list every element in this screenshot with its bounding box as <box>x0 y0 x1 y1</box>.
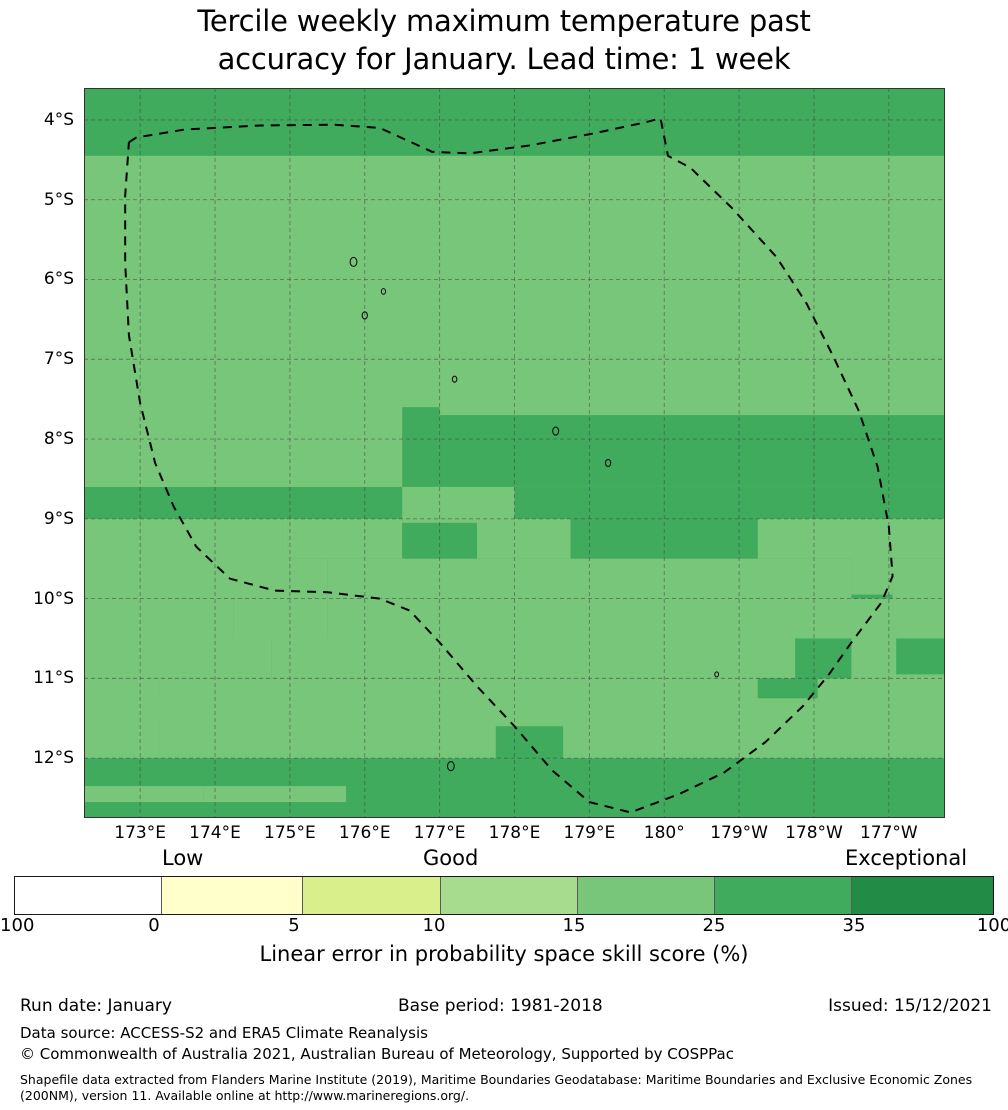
colorbar-tick-label: 15 <box>562 915 586 936</box>
footer-metadata: Run date: January Base period: 1981-2018… <box>0 996 1008 1110</box>
run-date-text: Run date: January <box>20 996 172 1016</box>
issued-date-text: Issued: 15/12/2021 <box>828 996 992 1016</box>
data-source-text: Data source: ACCESS-S2 and ERA5 Climate … <box>20 1024 428 1042</box>
colorbar-segment <box>441 877 579 914</box>
heatmap-cell <box>140 518 283 559</box>
heatmap-cell <box>84 638 216 679</box>
heatmap-cell <box>84 786 141 803</box>
shapefile-attribution-text: Shapefile data extracted from Flanders M… <box>20 1072 973 1103</box>
heatmap-cell <box>84 447 403 487</box>
x-axis-tick-label: 177°E <box>413 823 466 843</box>
x-axis-tick-label: 178°W <box>785 823 843 843</box>
colorbar-segment <box>852 877 993 914</box>
colorbar-tick-label: 0 <box>148 915 160 936</box>
heatmap-cell <box>402 407 440 487</box>
colorbar-gradient <box>14 876 994 915</box>
heatmap-cell <box>282 518 365 559</box>
colorbar-tick-label: 10 <box>422 915 446 936</box>
colorbar-tick-label: 100 <box>976 915 1008 936</box>
x-axis-tick-label: 176°E <box>338 823 391 843</box>
y-axis-tick-label: 6°S <box>43 269 74 290</box>
heatmap-cell <box>364 518 403 559</box>
x-axis-tick-label: 180° <box>643 823 685 843</box>
colorbar-category-label: Low <box>162 846 204 870</box>
x-axis-tick-label: 178°E <box>488 823 541 843</box>
heatmap-canvas <box>84 88 945 818</box>
heatmap-cell <box>439 598 814 639</box>
heatmap-cell <box>851 550 893 595</box>
heatmap-cell <box>495 726 564 763</box>
heatmap-cell <box>892 558 945 599</box>
page-title: Tercile weekly maximum temperature past … <box>197 4 811 76</box>
colorbar-axis-label: Linear error in probability space skill … <box>259 942 749 966</box>
heatmap-cell <box>813 598 889 639</box>
heatmap-cell <box>215 638 272 679</box>
x-axis-tick-label: 179°W <box>710 823 768 843</box>
x-axis-tick-label: 177°W <box>859 823 918 843</box>
heatmap-cell <box>140 786 204 803</box>
heatmap-cell <box>203 786 347 803</box>
heatmap-cell <box>795 638 852 679</box>
y-axis-tick-label: 4°S <box>43 109 74 130</box>
heatmap-cell <box>327 598 440 639</box>
x-axis-tick-label: 175°E <box>264 823 316 843</box>
heatmap-cell <box>271 638 796 679</box>
colorbar-segment <box>15 877 163 914</box>
eez-boundary-line <box>124 117 894 814</box>
x-axis-tick-label: 174°E <box>189 823 241 843</box>
colorbar-segment <box>578 877 716 914</box>
y-axis-tick-label: 5°S <box>43 189 74 210</box>
colorbar-segment <box>715 877 853 914</box>
colorbar-legend: Low Good Exceptional -100 0 5 10 15 25 35 100 Lin… <box>0 846 1008 976</box>
colorbar-segment <box>303 877 442 914</box>
heatmap-cell <box>84 598 234 639</box>
colorbar-segment <box>162 877 304 914</box>
y-axis-tick-label: 10°S <box>33 588 74 609</box>
colorbar-tick-label: 25 <box>702 915 726 936</box>
y-axis-tick-label: 11°S <box>33 668 74 689</box>
y-axis-tick-label: 8°S <box>43 429 74 450</box>
base-period-text: Base period: 1981-2018 <box>398 996 603 1016</box>
heatmap-cell <box>233 598 328 639</box>
colorbar-tick-label: -100 <box>0 915 35 936</box>
heatmap-cell <box>896 638 945 679</box>
heatmap-cell <box>477 518 571 559</box>
heatmap-cell <box>888 598 945 639</box>
y-axis-tick-label: 7°S <box>43 349 74 370</box>
copyright-text: © Commonwealth of Australia 2021, Austra… <box>20 1045 734 1063</box>
x-axis-tick-label: 179°E <box>563 823 616 843</box>
y-axis-tick-label: 9°S <box>43 508 74 529</box>
colorbar-tick-label: 5 <box>288 915 300 936</box>
island-coastlines <box>349 256 720 772</box>
map-figure <box>84 88 945 818</box>
heatmap-cell <box>439 415 945 487</box>
colorbar-category-label: Good <box>423 846 479 870</box>
heatmap-cell <box>84 698 159 759</box>
colorbar-tick-label: 35 <box>842 915 866 936</box>
y-axis-tick-label: 12°S <box>33 748 74 769</box>
x-axis-tick-label: 173°E <box>114 823 166 843</box>
map-gridlines <box>84 88 945 818</box>
heatmap-cell <box>84 518 141 559</box>
heatmap-cell <box>84 554 290 599</box>
colorbar-category-label: Exceptional <box>845 846 968 870</box>
